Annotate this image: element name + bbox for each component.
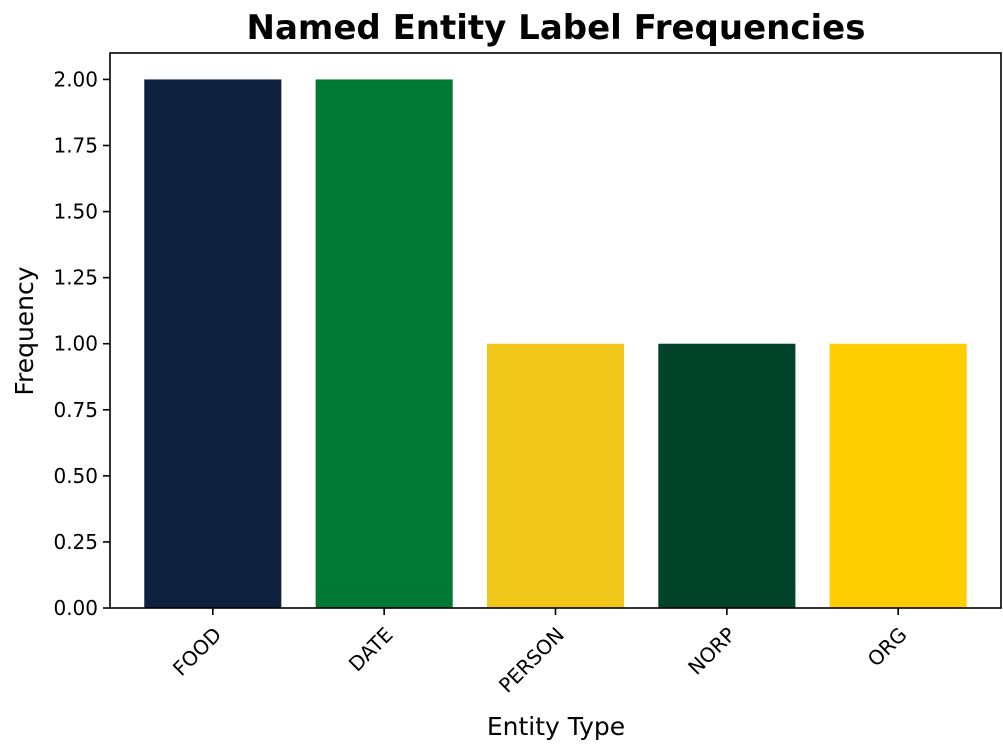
y-tick-label: 2.00 [53, 67, 98, 91]
y-tick-label: 0.75 [53, 398, 98, 422]
bar-org [829, 343, 967, 608]
y-tick-label: 1.50 [53, 200, 98, 224]
y-tick-label: 1.00 [53, 332, 98, 356]
y-tick-label: 0.00 [53, 596, 98, 620]
chart-title: Named Entity Label Frequencies [247, 8, 866, 48]
bar-food [144, 79, 282, 608]
y-tick-label: 0.25 [53, 530, 98, 554]
x-tick-label: PERSON [494, 622, 569, 697]
x-tick-label: ORG [863, 622, 912, 671]
bar-person [486, 343, 625, 608]
bar-date [315, 79, 453, 608]
y-tick-label: 1.25 [53, 266, 98, 290]
plot-frame [109, 52, 1002, 609]
bar-norp [658, 343, 796, 608]
y-axis-label: Frequency [10, 266, 39, 395]
y-tick-label: 1.75 [53, 134, 98, 158]
y-axis-ticks: 0.00 0.25 0.50 0.75 1.00 1.25 1.50 1.75 2.00 [53, 67, 110, 620]
x-axis-ticks: FOOD DATE PERSON NORP ORG [168, 608, 912, 697]
y-tick-label: 0.50 [53, 464, 98, 488]
bars-group [144, 79, 967, 608]
x-axis-label: Entity Type [487, 712, 625, 741]
x-tick-label: NORP [683, 622, 740, 679]
x-tick-label: FOOD [168, 622, 226, 680]
x-tick-label: DATE [344, 622, 398, 676]
